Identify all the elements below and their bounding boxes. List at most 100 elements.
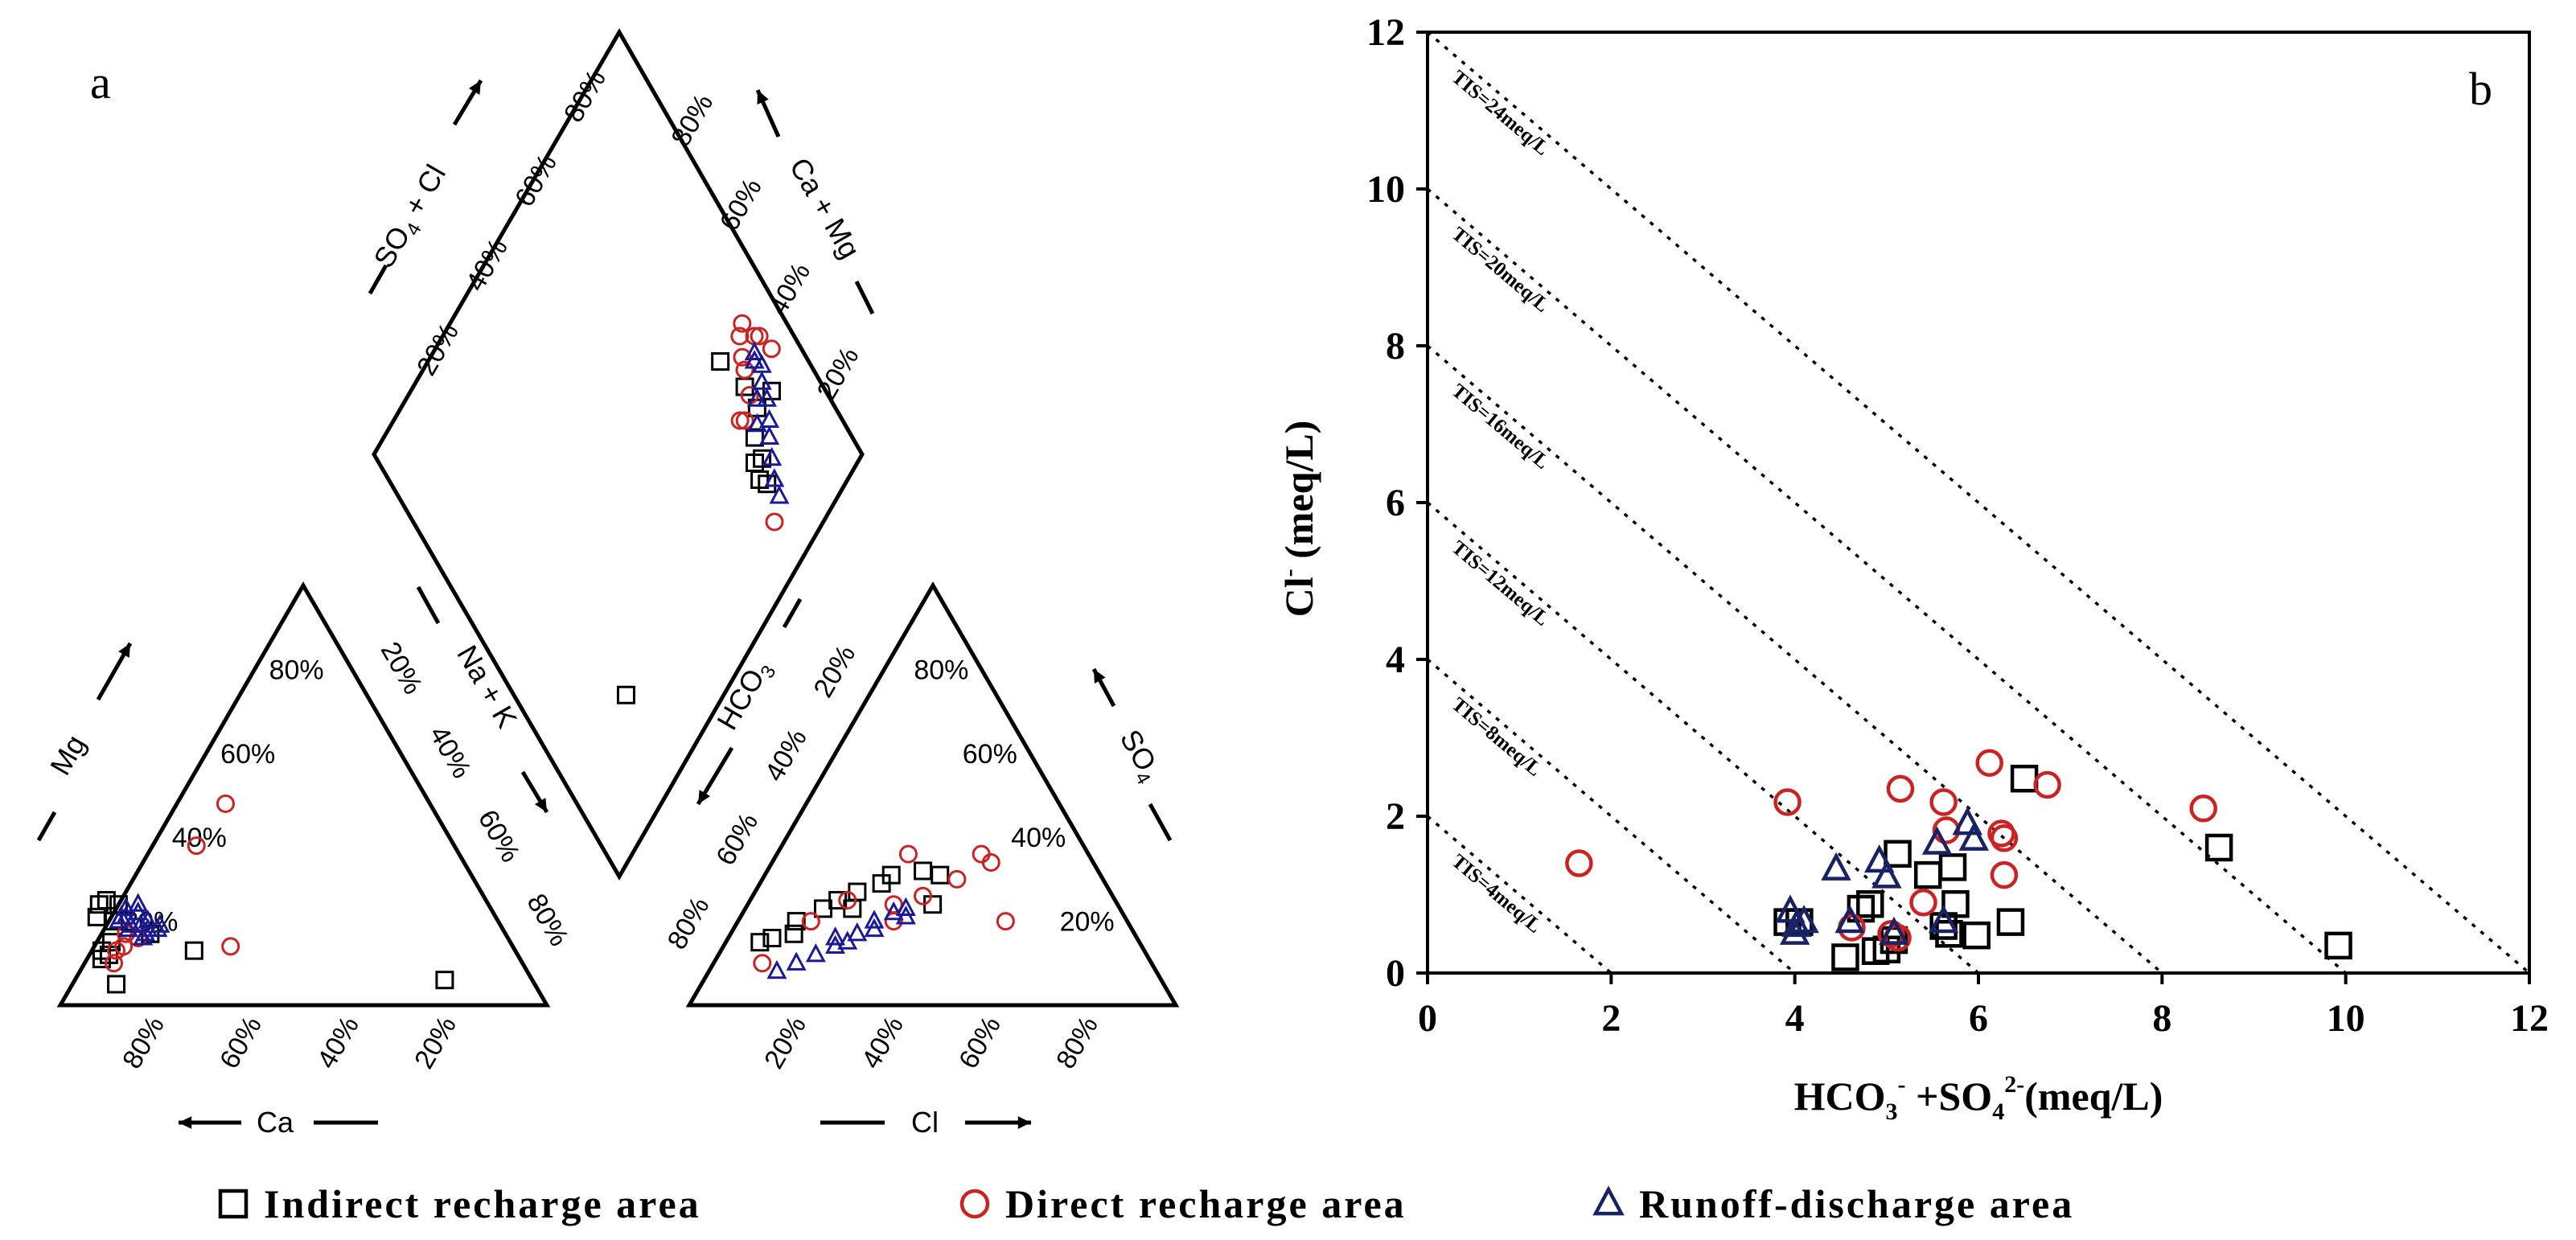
tick-label-cl: 60% [953, 1012, 1007, 1074]
axis-arrow-na-k-head [534, 798, 547, 812]
tick-label-ca: 60% [214, 1012, 268, 1074]
axis-title-ca-mg: Ca + Mg [783, 152, 867, 264]
tick-label-cl: 80% [1050, 1012, 1104, 1074]
axis-title-hco3: HCO3 [710, 654, 780, 737]
x-tick-label: 2 [1601, 997, 1621, 1040]
axis-dash-hco3 [782, 597, 803, 629]
axis-dash-na-k [416, 585, 441, 625]
x-axis-label-part: +SO [1906, 1074, 1993, 1119]
axis-title-so4-cl: SO4 + Cl [367, 159, 456, 276]
anion-indirect-point [931, 865, 950, 885]
anion-runoff-point [847, 922, 868, 942]
legend-label-runoff: Runoff-discharge area [1639, 1181, 2074, 1226]
diamond-direct-point [733, 347, 752, 367]
anion-direct-point [996, 912, 1015, 931]
scatter-indirect-point [1938, 853, 1967, 881]
axis-title-mg: Mg [43, 729, 92, 781]
tick-label-na-k: 60% [472, 805, 526, 868]
x-axis-label: HCO3- +SO42-(meq/L) [1794, 1071, 2163, 1125]
tick-label-hco3: 60% [710, 808, 764, 871]
scatter-indirect-point [1996, 908, 2025, 936]
tick-label-ca: 80% [117, 1012, 171, 1074]
scatter-direct-point [1975, 749, 2003, 777]
diamond-direct-point [730, 411, 750, 430]
y-tick-label: 0 [1386, 952, 1405, 995]
cation-indirect-point [435, 971, 454, 990]
diamond-indirect-point [753, 449, 772, 468]
anion-runoff-point [864, 918, 885, 938]
axis-dash-so4-cl [368, 264, 388, 295]
scatter-runoff-point [1789, 905, 1819, 934]
cation-indirect-point [92, 941, 111, 960]
axis-title-so4-part: SO [1114, 724, 1164, 777]
tis-label: TIS=4meq/L [1448, 850, 1546, 937]
legend: Indirect recharge area Direct recharge ar… [218, 1181, 2074, 1226]
scatter-indirect-point [2010, 764, 2039, 793]
diamond-runoff-point [762, 446, 783, 466]
anion-runoff-point [805, 943, 826, 963]
anion-runoff-point [837, 930, 858, 950]
scatter-direct-point [1909, 889, 1937, 917]
tick-label-ca: 40% [311, 1012, 365, 1074]
scatter-runoff-point [1928, 905, 1959, 934]
scatter-runoff-point [1958, 822, 1990, 851]
y-tick-label: 12 [1366, 11, 1405, 54]
panel-label-a: a [90, 56, 111, 109]
anion-direct-point [981, 853, 1000, 873]
tick-label-so4: 20% [1060, 907, 1115, 938]
scatter-direct-point [2033, 770, 2061, 799]
cation-indirect-point [87, 907, 106, 926]
axis-arrow-mg-head [118, 643, 130, 658]
anion-indirect-point [750, 933, 770, 952]
tick-label-hco3: 40% [759, 724, 813, 786]
anion-indirect-point [762, 928, 782, 947]
tis-line [1426, 501, 1980, 975]
tis-label: TIS=12meq/L [1448, 536, 1553, 630]
scatter-direct-point [1990, 860, 2019, 889]
y-axis-label-part: (meq/L) [1276, 421, 1321, 569]
axis-arrow-hco3-head [698, 790, 711, 804]
axis-title-ca: Ca [257, 1106, 294, 1139]
diamond-runoff-point [751, 354, 772, 373]
diamond-direct-point [730, 326, 750, 346]
tick-label-ca-mg: 60% [714, 174, 768, 236]
cation-runoff-point [150, 914, 171, 933]
tick-label-ca: 20% [409, 1012, 462, 1074]
tick-label-so4-cl: 40% [460, 234, 514, 297]
y-tick-label: 8 [1386, 325, 1405, 367]
anion-indirect-point [784, 924, 803, 943]
anion-triangle-outline [685, 581, 1180, 1008]
axis-arrow-ca-head [179, 1116, 192, 1129]
x-tick-label: 12 [2510, 997, 2549, 1040]
x-axis-label-sub: 3 [1886, 1098, 1898, 1125]
tick-label-na-k: 80% [520, 889, 574, 951]
anion-direct-point [914, 886, 933, 905]
tick-label-ca-mg: 20% [811, 343, 865, 405]
anion-indirect-point [787, 912, 806, 931]
legend-marker-indirect [218, 1189, 249, 1219]
anion-direct-point [801, 912, 820, 931]
x-axis-label-sub: 4 [1992, 1098, 2004, 1125]
cation-direct-point [187, 836, 206, 856]
legend-label-direct: Direct recharge area [1005, 1181, 1407, 1226]
y-axis-label-part: Cl [1276, 577, 1321, 617]
diamond-runoff-point [746, 413, 767, 433]
cation-runoff-point [111, 905, 132, 925]
anion-direct-point [884, 912, 903, 931]
cation-direct-point [105, 954, 123, 973]
x-axis-label-sup: - [1898, 1071, 1906, 1098]
cation-runoff-point [128, 893, 149, 912]
x-axis-label-part: (meq/L) [2024, 1074, 2163, 1119]
scatter-direct-point [1886, 774, 1915, 803]
axis-arrow-so4-head [1094, 669, 1106, 684]
scatter-indirect-point [1884, 840, 1912, 868]
axis-title-na-k: Na + K [450, 639, 524, 733]
anion-runoff-point [895, 897, 916, 916]
diamond-direct-point [765, 512, 784, 532]
anion-indirect-point [881, 865, 901, 885]
anion-runoff-point [786, 951, 807, 971]
x-tick-label: 0 [1418, 997, 1437, 1040]
scatter-runoff-point [1834, 905, 1865, 934]
tick-label-cl: 40% [856, 1012, 910, 1074]
